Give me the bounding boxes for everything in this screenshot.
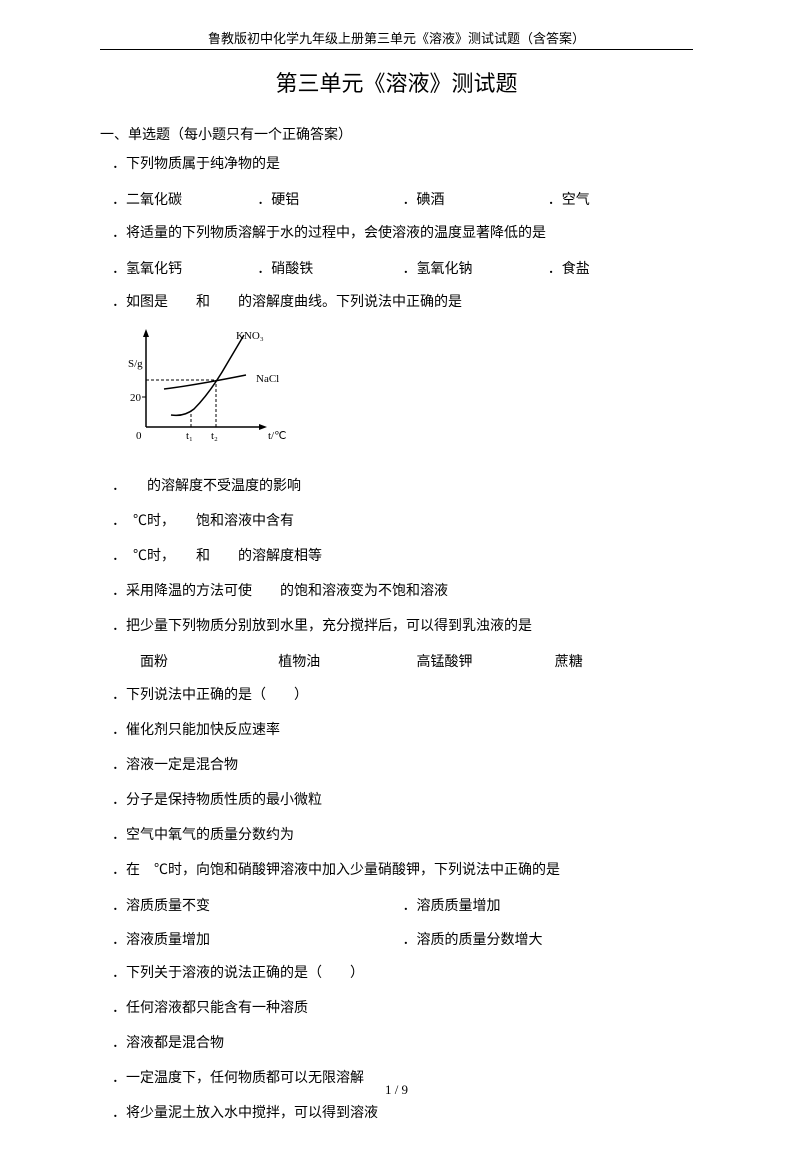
option: ．采用降温的方法可使 的饱和溶液变为不饱和溶液 <box>100 581 693 602</box>
option: ．分子是保持物质性质的最小微粒 <box>100 790 693 811</box>
option: 蔗糖 <box>555 651 693 671</box>
page-footer: 1 / 9 <box>0 1082 793 1098</box>
option-row: ．氢氧化钙 ．硝酸铁 ．氢氧化钠 ．食盐 <box>112 258 693 278</box>
option: ． ℃时， 饱和溶液中含有 <box>100 511 693 532</box>
option: ．溶液一定是混合物 <box>100 755 693 776</box>
question-text: ．如图是 和 的溶解度曲线。下列说法中正确的是 <box>100 292 693 313</box>
option: ． ℃时， 和 的溶解度相等 <box>100 546 693 567</box>
option: ．硬铝 <box>257 189 402 209</box>
question-text: ．将适量的下列物质溶解于水的过程中，会使溶液的温度显著降低的是 <box>100 223 693 244</box>
svg-text:KNO₃: KNO₃ <box>236 330 264 342</box>
svg-text:0: 0 <box>136 430 142 442</box>
page-title: 第三单元《溶液》测试题 <box>100 66 693 98</box>
svg-text:S/g: S/g <box>128 358 143 370</box>
option: ．空气 <box>548 189 693 209</box>
question-text: ．把少量下列物质分别放到水里，充分搅拌后，可以得到乳浊液的是 <box>100 616 693 637</box>
option: 高锰酸钾 <box>417 651 555 671</box>
option-row: 面粉 植物油 高锰酸钾 蔗糖 <box>140 651 693 671</box>
option: 面粉 <box>140 651 278 671</box>
option: ．溶质的质量分数增大 <box>403 929 694 949</box>
option: ．任何溶液都只能含有一种溶质 <box>100 998 693 1019</box>
option: ．溶液质量增加 <box>112 929 403 949</box>
section-heading: 一、单选题（每小题只有一个正确答案） <box>100 124 693 144</box>
question-text: ．在 ℃时，向饱和硝酸钾溶液中加入少量硝酸钾，下列说法中正确的是 <box>100 860 693 881</box>
question-text: ．下列说法中正确的是（ ） <box>100 685 693 706</box>
svg-text:t/℃: t/℃ <box>268 430 286 442</box>
option: ． 的溶解度不受温度的影响 <box>100 476 693 497</box>
option-row: ．二氧化碳 ．硬铝 ．碘酒 ．空气 <box>112 189 693 209</box>
option: ．氢氧化钙 <box>112 258 257 278</box>
option: ．空气中氧气的质量分数约为 <box>100 825 693 846</box>
option: ．二氧化碳 <box>112 189 257 209</box>
svg-text:t₂: t₂ <box>211 430 218 442</box>
option: ．氢氧化钠 <box>403 258 548 278</box>
option: 植物油 <box>278 651 416 671</box>
option-row: ．溶液质量增加 ．溶质的质量分数增大 <box>112 929 693 949</box>
question-text: ．下列关于溶液的说法正确的是（ ） <box>100 963 693 984</box>
option: ．硝酸铁 <box>257 258 402 278</box>
option-row: ．溶质质量不变 ．溶质质量增加 <box>112 895 693 915</box>
option: ．溶质质量增加 <box>403 895 694 915</box>
svg-text:t₁: t₁ <box>186 430 193 442</box>
option: ．将少量泥土放入水中搅拌，可以得到溶液 <box>100 1103 693 1124</box>
page-header: 鲁教版初中化学九年级上册第三单元《溶液》测试试题（含答案） <box>100 28 693 50</box>
option: ．碘酒 <box>403 189 548 209</box>
option: ．溶质质量不变 <box>112 895 403 915</box>
svg-text:20: 20 <box>130 392 142 404</box>
option: ．溶液都是混合物 <box>100 1033 693 1054</box>
option: ．催化剂只能加快反应速率 <box>100 720 693 741</box>
option: ．食盐 <box>548 258 693 278</box>
question-text: ．下列物质属于纯净物的是 <box>100 154 693 175</box>
solubility-chart: 20 0 t₁ t₂ KNO₃ NaCl S/g t/℃ <box>128 327 693 462</box>
svg-text:NaCl: NaCl <box>256 373 279 385</box>
